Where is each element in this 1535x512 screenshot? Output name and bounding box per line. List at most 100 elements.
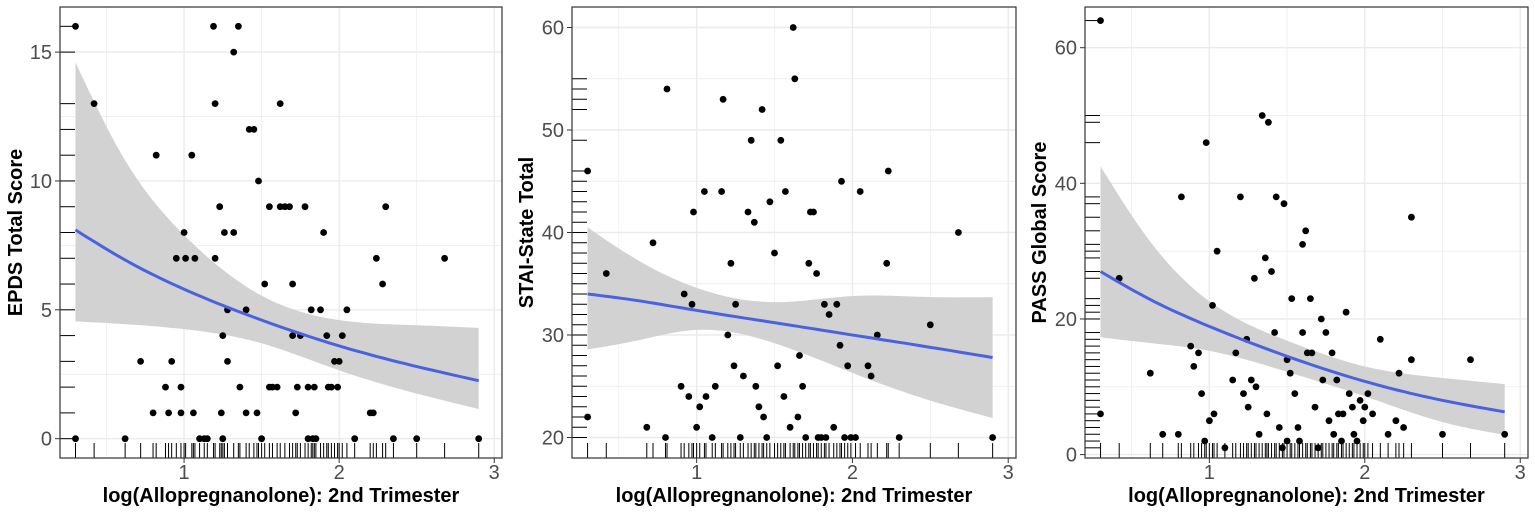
- data-point: [276, 203, 284, 211]
- fit-line: [587, 292, 993, 360]
- panel-stai-state: 1 2 3 20 30 40 50 60 log(Allopregnanolone): 2nd …: [516, 6, 1017, 507]
- data-point: [1288, 295, 1296, 302]
- data-point: [791, 75, 799, 83]
- confidence-band: [587, 227, 993, 418]
- data-point: [335, 358, 343, 365]
- data-point: [320, 229, 327, 236]
- data-point: [253, 409, 261, 417]
- data-point: [1283, 437, 1291, 445]
- data-point: [677, 382, 685, 390]
- y-tick-label: 15: [30, 42, 52, 64]
- data-point: [261, 280, 269, 288]
- data-point: [382, 203, 390, 211]
- data-point: [883, 259, 891, 267]
- data-point: [1272, 193, 1280, 201]
- panel-pass-global: 1 2 3 0 20 40 60 log(Allopregnanolone): 2nd Tri…: [1029, 6, 1529, 507]
- data-point: [1097, 17, 1104, 24]
- data-point: [802, 434, 810, 441]
- data-point: [649, 239, 657, 247]
- data-point: [719, 95, 727, 103]
- data-point: [867, 372, 875, 380]
- data-point: [331, 358, 338, 365]
- data-point: [152, 151, 160, 159]
- data-point: [1314, 444, 1322, 452]
- data-point: [219, 332, 227, 339]
- data-point: [172, 254, 180, 262]
- data-point: [1322, 329, 1330, 336]
- data-point: [224, 358, 231, 365]
- data-point: [328, 383, 335, 391]
- data-point: [724, 331, 732, 339]
- data-point: [1392, 417, 1400, 425]
- data-point: [696, 403, 704, 411]
- data-point: [711, 382, 719, 390]
- data-point: [162, 383, 169, 391]
- data-point: [1263, 410, 1271, 418]
- data-point: [796, 352, 803, 359]
- data-point: [833, 300, 841, 308]
- data-point: [1311, 403, 1319, 411]
- data-point: [301, 203, 309, 211]
- data-point: [1408, 356, 1415, 364]
- data-point: [836, 341, 844, 349]
- y-tick-label: 30: [542, 325, 564, 347]
- data-point: [1361, 403, 1369, 411]
- data-point: [852, 434, 859, 441]
- data-point: [864, 362, 872, 370]
- data-point: [1213, 247, 1221, 255]
- data-point: [276, 100, 284, 107]
- data-point: [1258, 112, 1266, 119]
- data-point: [323, 332, 331, 339]
- data-point: [1501, 430, 1509, 438]
- data-point: [841, 434, 848, 441]
- data-point: [1187, 342, 1195, 350]
- data-point: [1325, 417, 1333, 425]
- data-point: [1330, 430, 1338, 438]
- data-point: [1221, 444, 1229, 452]
- data-point: [989, 434, 996, 441]
- data-point: [1202, 139, 1210, 147]
- x-tick-label: 3: [1003, 462, 1014, 484]
- data-point: [1275, 424, 1283, 431]
- data-point: [1255, 430, 1263, 438]
- data-point: [821, 300, 828, 308]
- data-point: [266, 203, 273, 211]
- data-point: [584, 413, 591, 421]
- data-point: [810, 208, 817, 216]
- data-point: [794, 413, 802, 421]
- data-point: [1353, 437, 1361, 445]
- data-point: [221, 229, 228, 236]
- data-point: [219, 435, 227, 443]
- data-point: [1395, 369, 1403, 377]
- data-point: [191, 254, 199, 262]
- data-point: [390, 435, 397, 443]
- data-point: [1206, 417, 1213, 425]
- confidence-band: [1100, 166, 1505, 435]
- confidence-band: [75, 62, 479, 410]
- data-point: [1400, 424, 1407, 431]
- data-point: [149, 409, 157, 417]
- data-point: [317, 306, 324, 314]
- y-tick-label: 50: [542, 120, 564, 142]
- data-point: [584, 167, 591, 175]
- data-point: [789, 24, 797, 31]
- data-point: [1333, 376, 1341, 384]
- data-point: [1209, 302, 1216, 309]
- data-point: [177, 409, 185, 417]
- data-point: [766, 198, 774, 206]
- data-point: [780, 393, 788, 400]
- data-point: [1146, 369, 1154, 377]
- data-point: [727, 259, 735, 267]
- data-point: [744, 208, 752, 216]
- panel-epds: 1 2 3 0 5 10 15 log(Allopregnanolone): 2nd Trim…: [5, 6, 503, 507]
- fit-line: [1099, 270, 1505, 414]
- y-axis-title: STAI-State Total: [516, 157, 538, 308]
- data-point: [1296, 437, 1303, 445]
- data-point: [1364, 390, 1372, 397]
- data-point: [1174, 430, 1182, 438]
- data-point: [708, 434, 716, 441]
- data-point: [292, 409, 300, 417]
- data-point: [1237, 193, 1244, 201]
- data-point: [750, 218, 758, 226]
